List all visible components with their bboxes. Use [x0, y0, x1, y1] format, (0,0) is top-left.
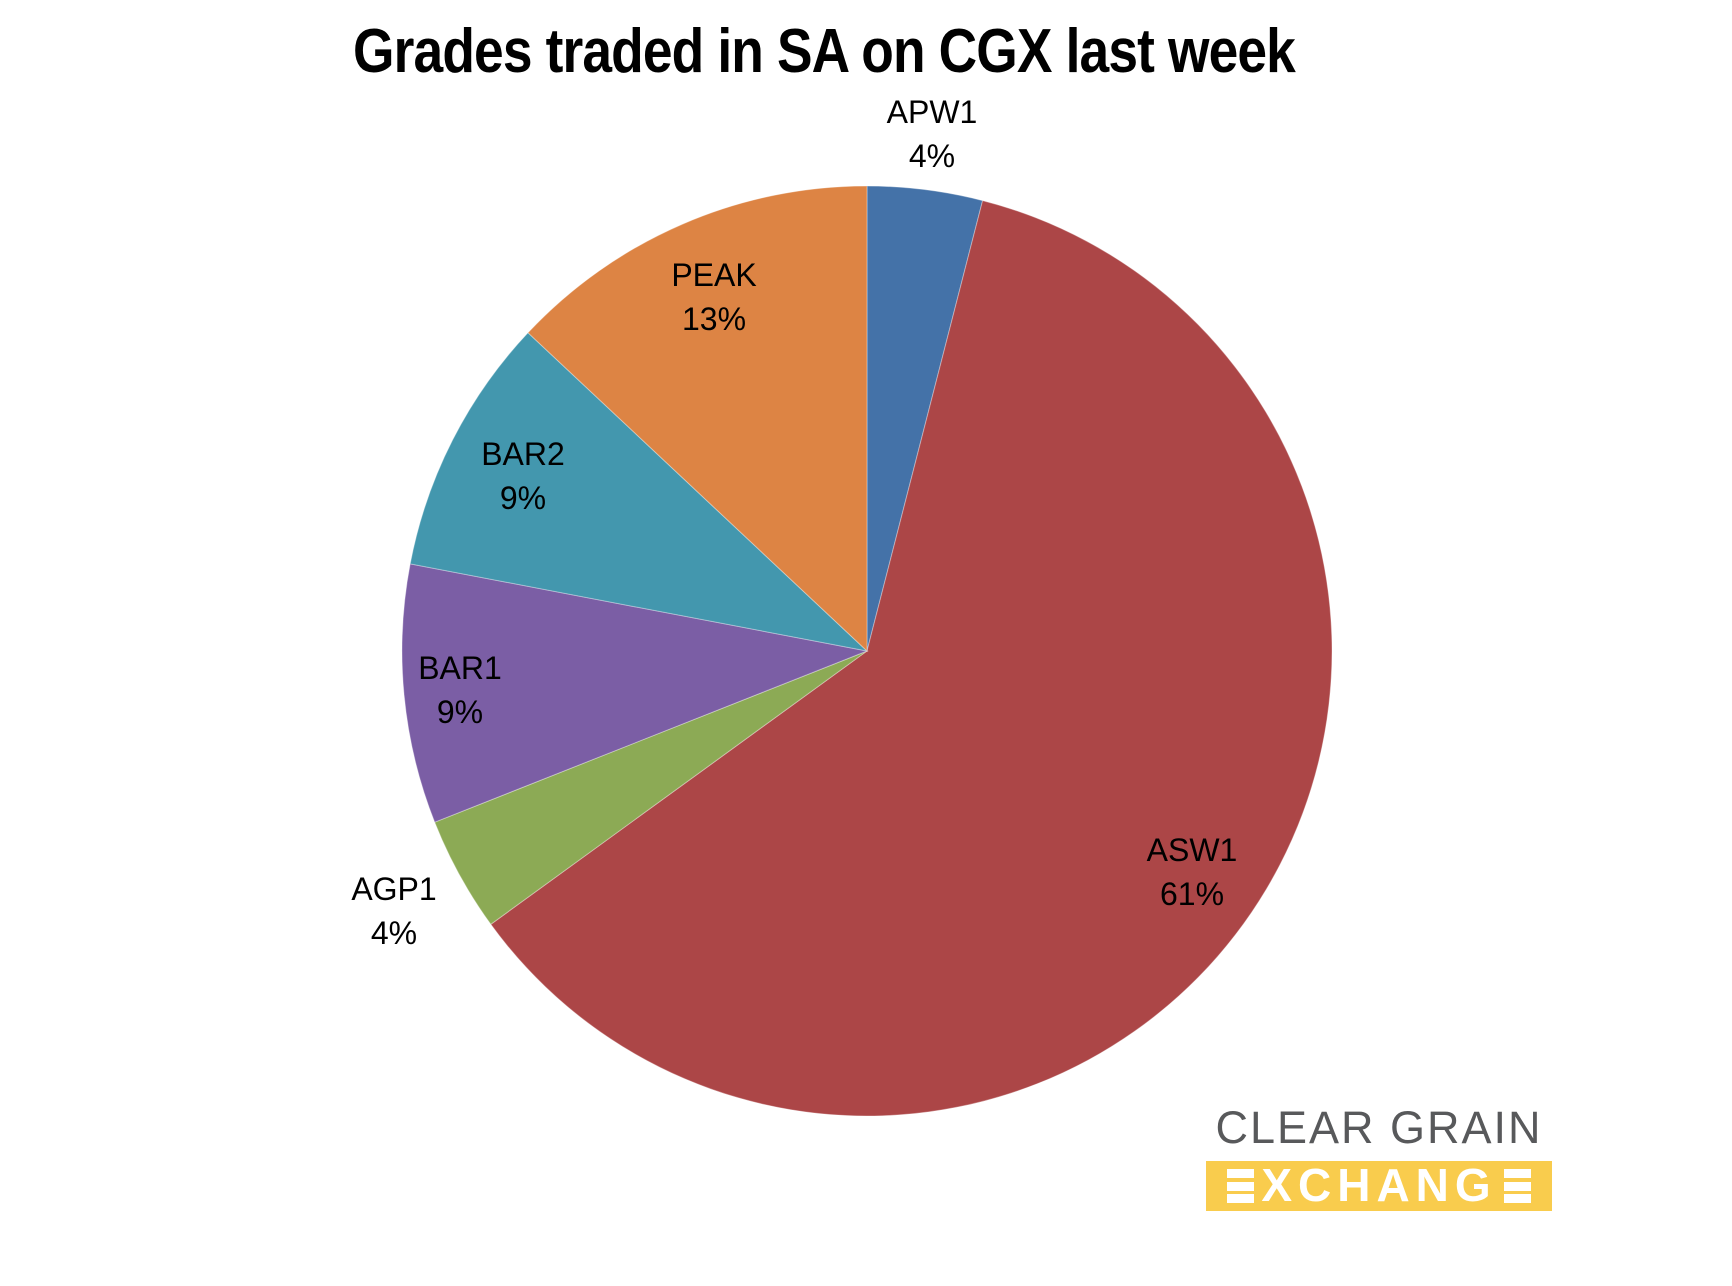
pie-label-bar1: BAR1 9%	[418, 650, 502, 730]
pie-slice-peak	[527, 185, 868, 653]
pie-label-asw1: ASW1 61%	[1147, 832, 1238, 912]
logo-exchange-text: XCHANG	[1261, 1159, 1497, 1211]
pie-label-peak: PEAK 13%	[671, 257, 756, 337]
stylized-e-icon	[1227, 1169, 1255, 1203]
pie-slice-apw1	[866, 185, 984, 652]
chart-title: Grades traded in SA on CGX last week	[353, 17, 1296, 86]
pie-label-agp1: AGP1 4%	[351, 871, 436, 951]
pie-slice-asw1	[490, 199, 1333, 1117]
pie-slice-bar1	[401, 563, 869, 823]
stylized-e-icon	[1503, 1169, 1531, 1203]
pie-label-bar2: BAR2 9%	[481, 436, 565, 516]
logo-exchange-band: XCHANG	[1206, 1159, 1552, 1211]
pie-label-apw1: APW1 4%	[887, 94, 978, 174]
pie-slice-bar2	[409, 331, 869, 652]
clear-grain-exchange-logo: CLEAR GRAIN XCHANG	[1206, 1104, 1552, 1211]
logo-clear-grain-text: CLEAR GRAIN	[1215, 1102, 1543, 1153]
pie-slice-agp1	[434, 650, 868, 925]
